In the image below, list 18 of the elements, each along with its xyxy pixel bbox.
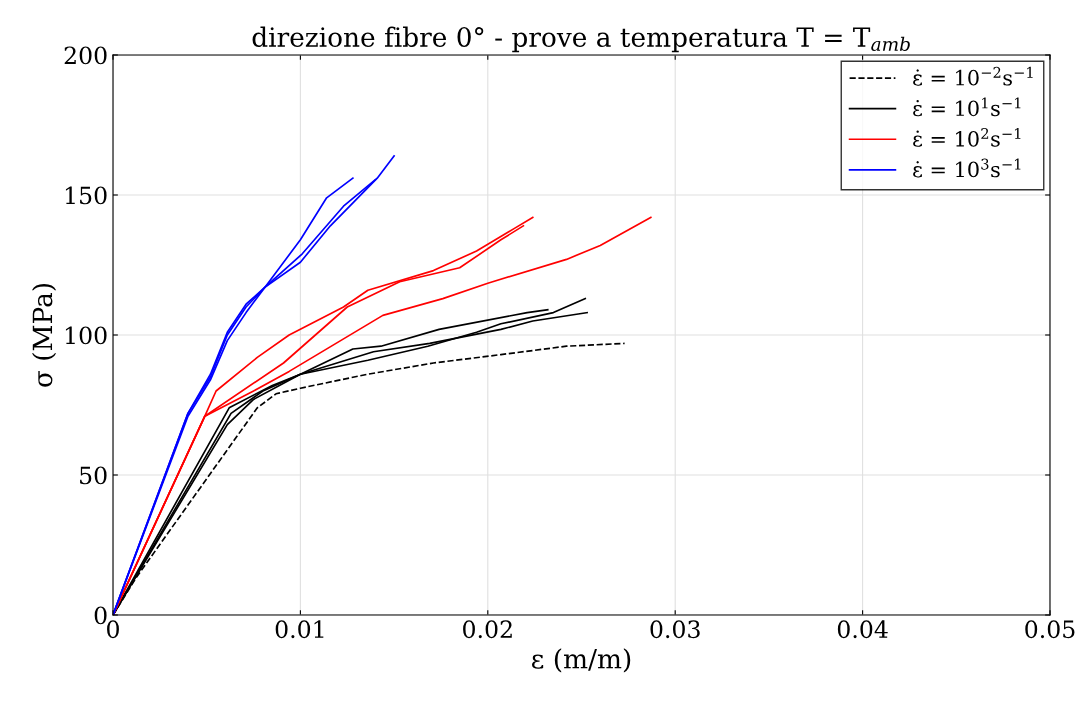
x-tick-label: 0.02 <box>463 620 512 639</box>
legend-label: ε̇ = 10$^{−2}$s$^{−1}$ <box>913 66 1033 86</box>
legend-label: ε̇ = 10$^{1}$s$^{−1}$ <box>913 97 1021 117</box>
chart-title: direzione fibre 0° - prove a temperatura T = T$_{amb}$ <box>252 26 910 53</box>
x-tick-label: 0 <box>107 620 119 639</box>
x-tick-label: 0.01 <box>275 620 324 639</box>
x-tick-label: 0.04 <box>837 620 888 639</box>
y-tick-label: 0 <box>94 606 107 625</box>
y-tick-label: 100 <box>65 326 107 345</box>
y-axis-title: σ (MPa) <box>31 283 57 387</box>
x-tick-label: 0.05 <box>1025 620 1075 639</box>
x-tick-label: 0.03 <box>650 620 700 639</box>
legend-label: ε̇ = 10$^{3}$s$^{−1}$ <box>913 158 1021 178</box>
y-tick-label: 50 <box>80 466 107 485</box>
y-tick-label: 200 <box>64 46 107 65</box>
y-tick-label: 150 <box>65 186 107 205</box>
x-axis-title: ε (m/m) <box>532 648 631 673</box>
legend-label: ε̇ = 10$^{2}$s$^{−1}$ <box>913 128 1021 147</box>
